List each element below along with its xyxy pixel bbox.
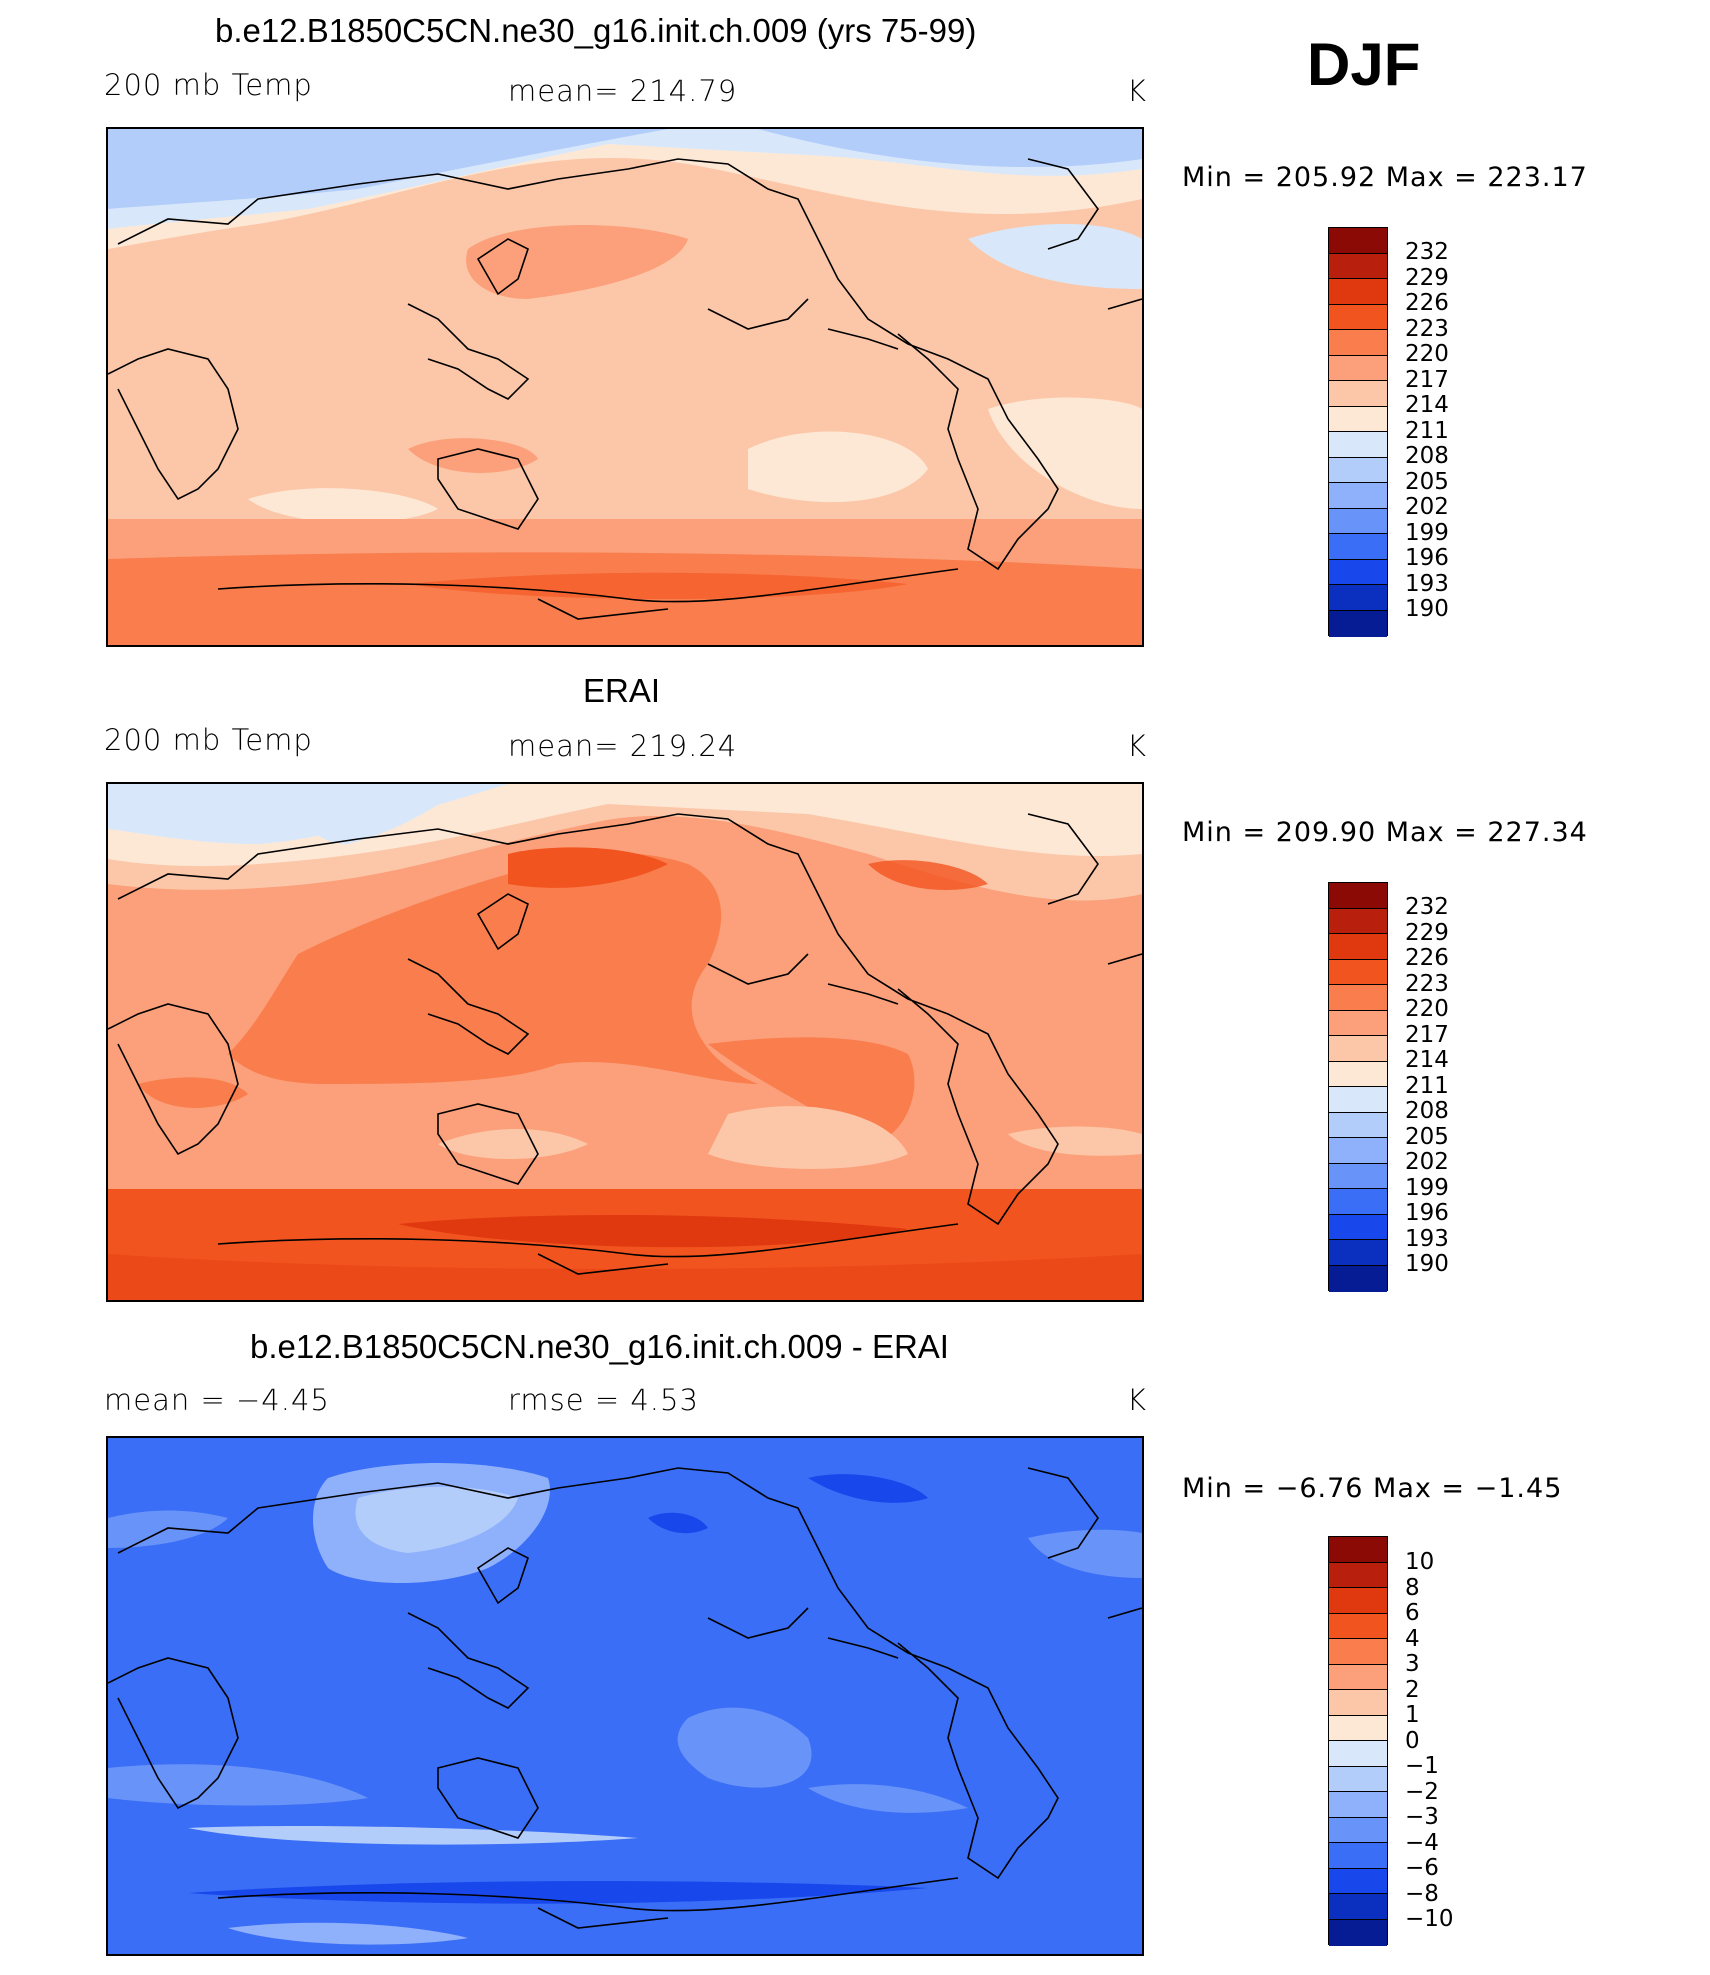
colorbar-tick-label: 202	[1405, 1149, 1449, 1175]
panel-3-title: b.e12.B1850C5CN.ne30_g16.init.ch.009 - E…	[250, 1328, 949, 1365]
colorbar-tick-label: 226	[1405, 945, 1449, 971]
colorbar-tick-label: 6	[1405, 1600, 1420, 1626]
panel-1-minmax: Min = 205.92 Max = 223.17	[1182, 162, 1588, 193]
colorbar-tick-label: 223	[1405, 315, 1449, 342]
panel-1-map	[106, 127, 1144, 647]
colorbar-tick-label: 211	[1405, 1072, 1449, 1099]
colorbar-tick-label: 205	[1405, 1123, 1449, 1150]
colorbar-tick-label: −10	[1405, 1906, 1454, 1932]
colorbar-tick-label: 0	[1405, 1727, 1420, 1754]
colorbar-tick-label: 220	[1405, 341, 1449, 367]
panel-1-mean-label: mean= 214.79	[508, 74, 738, 108]
panel-3-map	[106, 1436, 1144, 1956]
colorbar-tick-label: 196	[1405, 545, 1449, 571]
colorbar-tick-label: 199	[1405, 519, 1449, 546]
colorbar-tick-label: 232	[1405, 239, 1449, 265]
season-label: DJF	[1307, 31, 1421, 98]
panel-1-units: K	[1127, 74, 1148, 108]
colorbar-tick-label: −2	[1405, 1778, 1439, 1805]
colorbar-tick-label: 223	[1405, 970, 1449, 997]
panel-2-colorbar	[1328, 882, 1388, 1292]
panel-3-rmse-label: rmse = 4.53	[508, 1383, 699, 1417]
panel-2-variable-label: 200 mb Temp	[104, 723, 313, 757]
colorbar-tick-label: 226	[1405, 290, 1449, 316]
colorbar-tick-label: 3	[1405, 1651, 1420, 1677]
colorbar-tick-label: 1	[1405, 1702, 1420, 1728]
colorbar-tick-label: 205	[1405, 468, 1449, 495]
colorbar-tick-label: 8	[1405, 1574, 1420, 1601]
colorbar-tick-label: 193	[1405, 570, 1449, 597]
colorbar-tick-label: 211	[1405, 417, 1449, 444]
panel-2-units: K	[1127, 729, 1148, 763]
colorbar-tick-label: 229	[1405, 264, 1449, 291]
colorbar-tick-label: 220	[1405, 996, 1449, 1022]
colorbar-tick-label: 202	[1405, 494, 1449, 520]
colorbar-tick-label: 4	[1405, 1625, 1420, 1652]
colorbar-tick-label: 190	[1405, 1251, 1449, 1277]
panel-1-variable-label: 200 mb Temp	[104, 68, 313, 102]
panel-2-map	[106, 782, 1144, 1302]
colorbar-tick-label: 10	[1405, 1549, 1435, 1575]
panel-1-colorbar	[1328, 227, 1388, 637]
colorbar-tick-label: 196	[1405, 1200, 1449, 1226]
colorbar-tick-label: −1	[1405, 1753, 1439, 1779]
panel-3-units: K	[1127, 1383, 1148, 1417]
panel-2-minmax: Min = 209.90 Max = 227.34	[1182, 817, 1588, 848]
colorbar-tick-label: 232	[1405, 894, 1449, 920]
colorbar-tick-label: 214	[1405, 1047, 1449, 1073]
panel-3-mean-label: mean = −4.45	[104, 1383, 330, 1417]
colorbar-tick-label: 2	[1405, 1676, 1420, 1703]
colorbar-tick-label: 217	[1405, 1021, 1449, 1048]
panel-2-mean-label: mean= 219.24	[508, 729, 738, 763]
panel-3-colorbar	[1328, 1536, 1388, 1946]
panel-1-title: b.e12.B1850C5CN.ne30_g16.init.ch.009 (yr…	[215, 12, 977, 49]
colorbar-tick-label: −3	[1405, 1804, 1439, 1830]
colorbar-tick-label: 208	[1405, 1098, 1449, 1124]
colorbar-tick-label: 217	[1405, 366, 1449, 393]
colorbar-tick-label: 190	[1405, 596, 1449, 622]
colorbar-tick-label: 199	[1405, 1174, 1449, 1201]
colorbar-tick-label: 193	[1405, 1225, 1449, 1252]
colorbar-tick-label: −8	[1405, 1880, 1439, 1907]
colorbar-tick-label: 214	[1405, 392, 1449, 418]
panel-2-title: ERAI	[583, 672, 661, 709]
colorbar-tick-label: 229	[1405, 919, 1449, 946]
panel-3-minmax: Min = −6.76 Max = −1.45	[1182, 1473, 1563, 1504]
colorbar-tick-label: −6	[1405, 1855, 1439, 1881]
colorbar-tick-label: −4	[1405, 1829, 1439, 1856]
colorbar-tick-label: 208	[1405, 443, 1449, 469]
